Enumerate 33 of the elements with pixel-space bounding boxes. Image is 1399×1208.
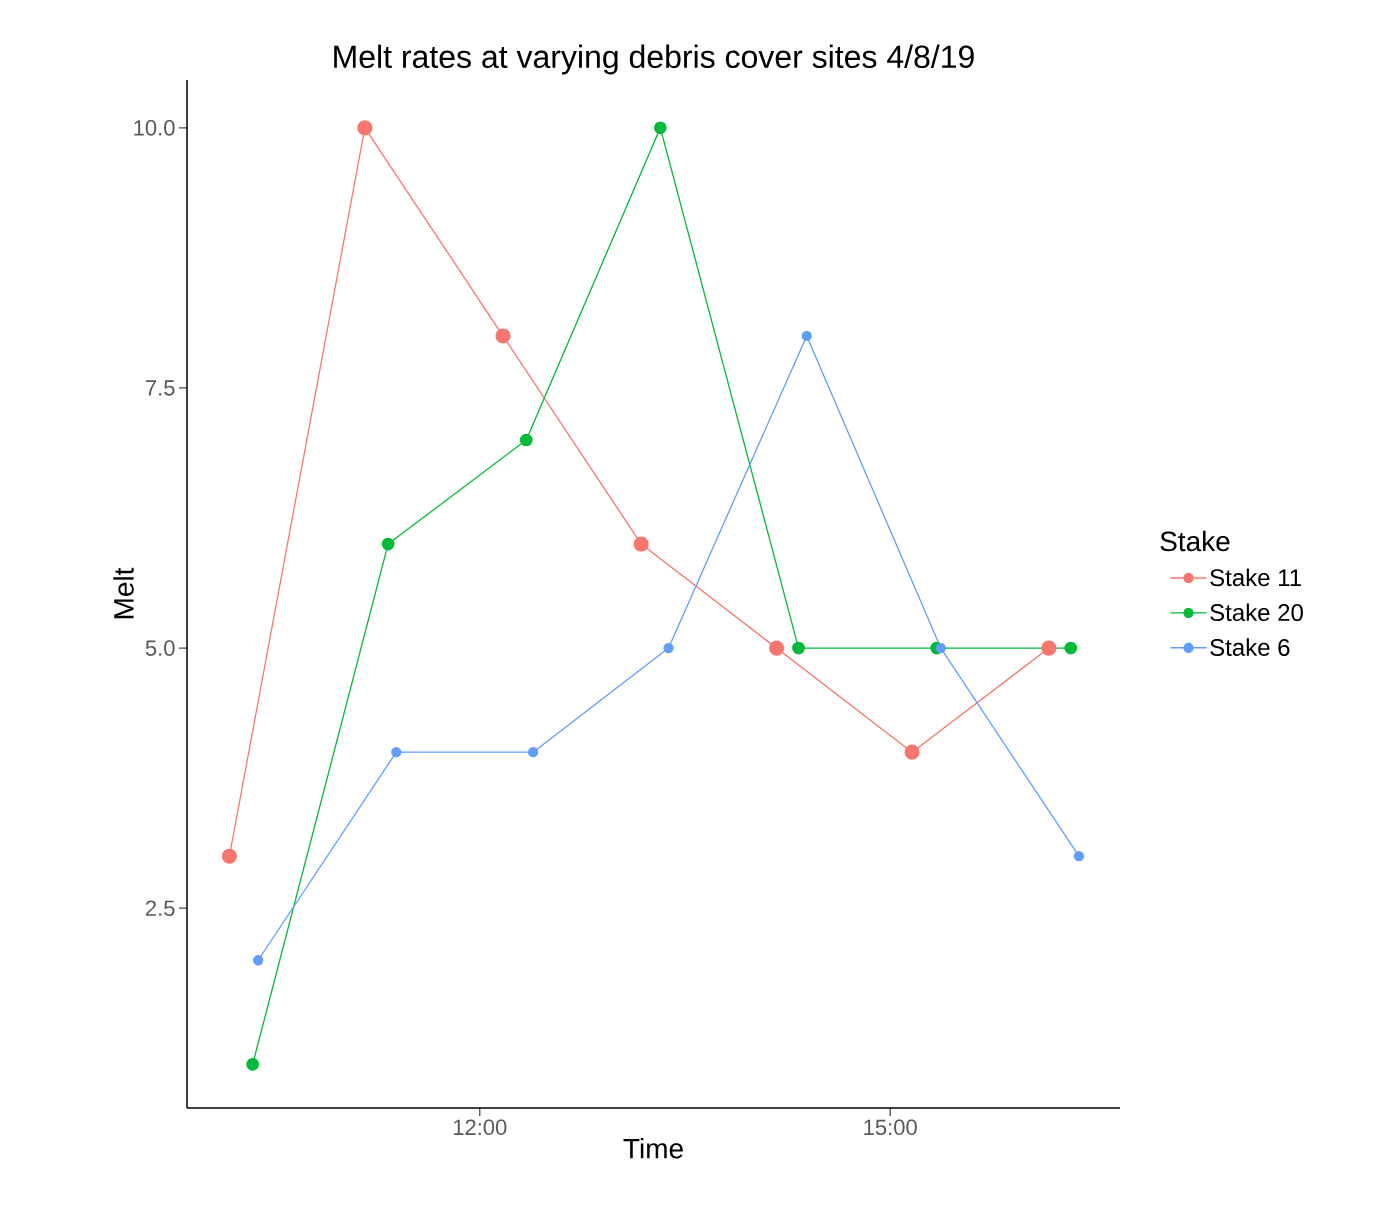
legend-title: Stake [1160,530,1230,552]
y-tick-label: 10.0 [134,120,175,136]
y-axis-title: Melt [113,567,134,619]
point [381,537,395,551]
legend-label: Stake 6 [1210,638,1290,656]
legend-label: Stake 11 [1210,568,1301,587]
point [769,640,785,656]
point [246,1057,260,1071]
y-tick-label: 2.5 [146,900,175,917]
y-tick-label: 5.0 [145,640,175,656]
point [221,848,237,864]
point [527,747,539,758]
point [519,433,533,447]
point [1073,851,1085,862]
x-axis-title: Time [623,1137,683,1159]
y-tick-label: 7.5 [146,380,175,396]
point [391,747,402,758]
point [801,330,812,342]
point [1064,641,1078,655]
point [654,121,667,135]
point [252,955,264,966]
point [904,744,920,760]
point [792,641,805,655]
legend-label: Stake 20 [1210,603,1303,622]
point [935,642,946,654]
point [357,120,373,136]
point [495,328,511,344]
point [633,536,649,552]
x-tick-label: 12:00 [453,1119,507,1136]
x-tick-label: 15:00 [864,1119,917,1136]
point [663,642,674,654]
chart-title: Melt rates at varying debris cover sites 4/8/19 [334,44,974,75]
point [1041,640,1057,656]
